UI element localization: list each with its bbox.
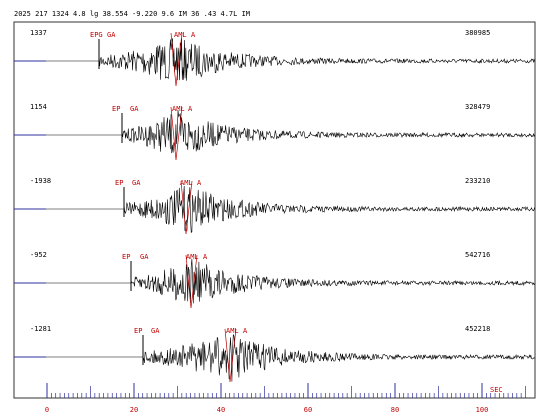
amplitude-label: -1281	[30, 325, 51, 333]
pick-label: GA	[132, 179, 141, 187]
amplitude-pick	[170, 32, 183, 87]
pick-label: A	[203, 253, 208, 261]
waveform	[46, 258, 536, 304]
count-label: 542716	[465, 251, 490, 259]
waveform	[46, 110, 536, 154]
header: 2025 217 1324 4.8 lg 38.554 -9.220 9.6 I…	[14, 10, 250, 18]
count-label: 452218	[465, 325, 490, 333]
pick-label: EPG	[90, 31, 103, 39]
pick-label: EP	[122, 253, 130, 261]
tick-label: 60	[304, 406, 312, 414]
amplitude-label: -952	[30, 251, 47, 259]
amplitude-pick	[170, 106, 183, 161]
amplitude-pick	[185, 254, 198, 309]
pick-label: EP	[134, 327, 142, 335]
count-label: 380985	[465, 29, 490, 37]
pick-label: AML	[226, 327, 239, 335]
pick-label: GA	[151, 327, 160, 335]
amplitude-label: -1938	[30, 177, 51, 185]
waveform	[46, 334, 536, 382]
pick-label: GA	[107, 31, 116, 39]
tick-label: 40	[217, 406, 225, 414]
count-label: 233210	[465, 177, 490, 185]
pick-label: AML	[186, 253, 199, 261]
pick-label: A	[197, 179, 202, 187]
pick-label: A	[188, 105, 193, 113]
tick-label: 80	[391, 406, 399, 414]
pick-label: EP	[115, 179, 123, 187]
pick-label: AML	[172, 105, 185, 113]
tick-label: 20	[130, 406, 138, 414]
amplitude-pick	[180, 180, 193, 235]
tick-label: 100	[476, 406, 489, 414]
waveform	[46, 185, 536, 234]
frame	[13, 21, 536, 399]
tick-label: 0	[45, 406, 49, 414]
amplitude-pick	[224, 328, 237, 383]
unit-label: SEC	[490, 386, 503, 394]
pick-label: EP	[112, 105, 120, 113]
pick-label: GA	[140, 253, 149, 261]
pick-label: A	[243, 327, 248, 335]
amplitude-label: 1154	[30, 103, 47, 111]
pick-label: AML	[180, 179, 193, 187]
count-label: 328479	[465, 103, 490, 111]
pick-label: AML	[174, 31, 187, 39]
pick-label: A	[191, 31, 196, 39]
waveform	[46, 37, 535, 81]
amplitude-label: 1337	[30, 29, 47, 37]
pick-label: GA	[130, 105, 139, 113]
